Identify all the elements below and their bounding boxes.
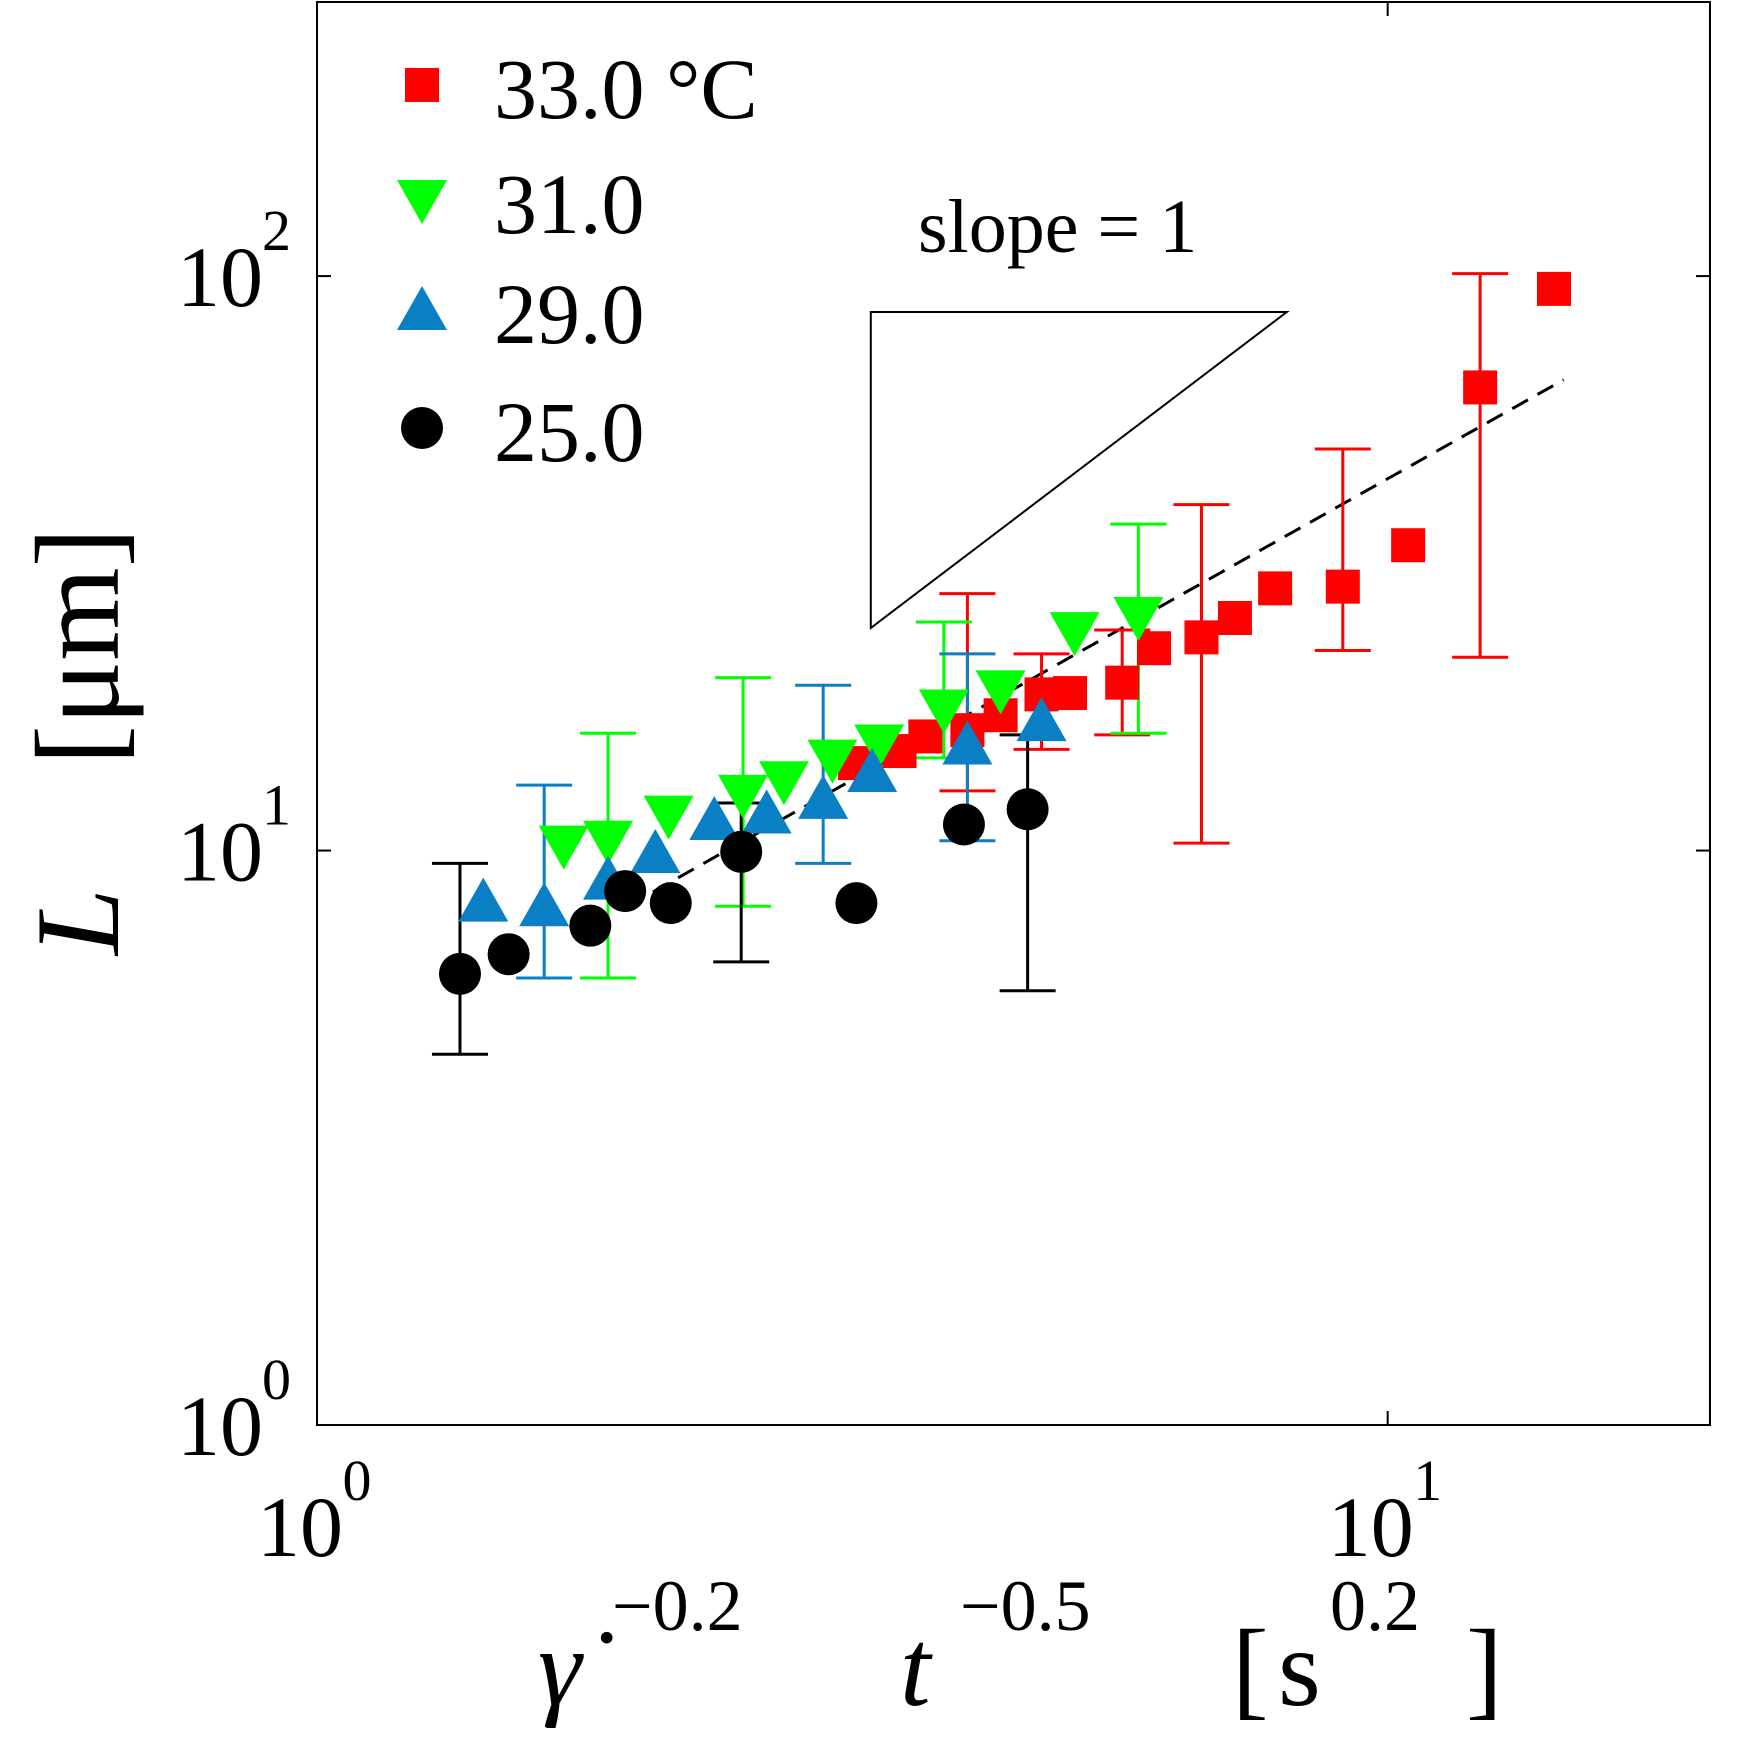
error-bar: [1452, 272, 1509, 659]
data-point: [718, 774, 769, 819]
y-tick-exponent: 1: [262, 773, 291, 838]
legend-marker: [405, 68, 439, 102]
data-point: [643, 795, 694, 840]
x-label-unit-exponent: 0.2: [1330, 1566, 1420, 1646]
x-tick-label: 10 0: [257, 1448, 372, 1575]
data-point: [1391, 528, 1426, 563]
error-bar: [795, 683, 852, 865]
legend-entry: 33.0 °C: [405, 41, 758, 137]
data-point: [908, 719, 943, 754]
data-point: [720, 830, 763, 873]
data-point: [438, 952, 481, 995]
legend-entry: 25.0: [401, 384, 645, 480]
y-tick-exponent: 2: [262, 198, 291, 263]
y-tick-label: 10 0: [177, 1347, 291, 1474]
y-tick-base: 10: [177, 229, 263, 325]
data-point: [1137, 631, 1172, 666]
x-tick-base: 10: [257, 1479, 343, 1575]
x-tick-base: 10: [1328, 1479, 1414, 1575]
data-point: [1053, 676, 1088, 711]
data-point: [487, 933, 530, 976]
data-point: [807, 739, 858, 784]
data-point: [942, 720, 993, 765]
legend-label: 33.0 °C: [494, 41, 758, 137]
axis-labels: γ̇−0.2 t −0.5 [s0.2] L [μm]: [11, 527, 1503, 1729]
data-point: [847, 748, 898, 793]
data-point: [1258, 571, 1293, 606]
data-point: [1217, 600, 1252, 635]
data-point: [1006, 788, 1049, 831]
x-tick-exponent: 1: [1413, 1448, 1442, 1513]
legend-marker: [397, 286, 447, 330]
data-point: [942, 803, 985, 846]
data-point: [835, 882, 878, 925]
data-point: [1537, 271, 1572, 306]
y-tick-label: 10 1: [177, 773, 291, 900]
data-point: [1113, 597, 1164, 642]
fit-line-layer: [626, 378, 1565, 908]
data-point: [689, 796, 740, 841]
data-point: [1016, 697, 1067, 742]
data-point: [1463, 370, 1498, 405]
slope-triangle: [869, 311, 1290, 631]
error-bar: [999, 733, 1056, 993]
error-bars: [431, 272, 1509, 1056]
x-label-symbol: γ̇: [538, 1607, 613, 1729]
data-point: [741, 789, 792, 834]
error-bar: [1314, 447, 1371, 652]
legend-entry: 31.0: [397, 156, 645, 252]
x-tick-exponent: 0: [343, 1448, 372, 1513]
data-markers: [438, 271, 1572, 995]
data-point: [604, 870, 647, 913]
data-point: [854, 724, 905, 769]
y-label-unit: [μm]: [11, 527, 144, 765]
slope-annotation: slope = 1: [869, 185, 1290, 631]
data-point: [798, 774, 849, 819]
data-point: [1105, 665, 1140, 700]
error-bar: [516, 783, 573, 980]
y-tick-exponent: 0: [262, 1347, 291, 1412]
x-axis-label: γ̇−0.2 t −0.5 [s0.2]: [538, 1566, 1503, 1729]
fit-line: [626, 378, 1565, 908]
legend-label: 31.0: [494, 156, 645, 252]
legend-label: 25.0: [494, 384, 645, 480]
data-point: [918, 689, 969, 734]
slope-label: slope = 1: [918, 185, 1197, 269]
data-point: [649, 882, 692, 925]
legend-marker: [401, 407, 443, 449]
data-point: [758, 761, 809, 806]
data-point: [975, 670, 1026, 715]
y-axis-label: L [μm]: [11, 527, 144, 957]
legend: 33.0 °C 31.0 29.0 25.0: [397, 41, 758, 480]
y-label-variable: L: [11, 888, 144, 957]
data-point: [1184, 620, 1219, 655]
y-tick-base: 10: [177, 1378, 263, 1474]
x-label-exponent-1: −0.2: [612, 1566, 743, 1646]
y-tick-base: 10: [177, 804, 263, 900]
data-point: [569, 904, 612, 947]
data-point: [519, 882, 570, 927]
x-label-variable: t: [900, 1607, 933, 1729]
data-point: [1325, 569, 1360, 604]
data-point: [583, 820, 634, 865]
data-point: [630, 829, 681, 874]
axes: 10 0 10 110 010 110 2: [177, 1, 1711, 1575]
data-point: [458, 877, 509, 922]
y-tick-label: 10 2: [177, 198, 291, 325]
x-label-exponent-2: −0.5: [960, 1566, 1091, 1646]
data-point: [538, 825, 589, 870]
legend-marker: [397, 180, 447, 224]
error-bar: [1173, 503, 1230, 845]
plot-frame: [316, 1, 1711, 1426]
legend-entry: 29.0: [397, 266, 645, 362]
legend-label: 29.0: [494, 266, 645, 362]
x-tick-label: 10 1: [1328, 1448, 1443, 1575]
data-point: [1049, 612, 1100, 657]
x-label-bracket-close: ]: [1466, 1607, 1503, 1729]
x-label-unit: s: [1278, 1607, 1321, 1729]
x-label-bracket-open: [: [1232, 1607, 1269, 1729]
